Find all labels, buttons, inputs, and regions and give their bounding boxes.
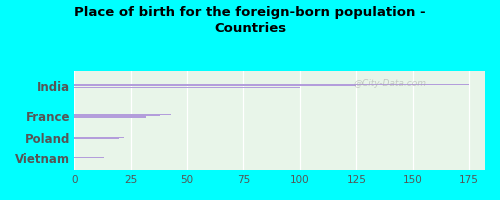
Bar [74, 84, 469, 85]
Bar [74, 137, 124, 138]
Bar [74, 114, 171, 115]
Bar [74, 85, 356, 86]
Bar [74, 116, 146, 118]
Bar [74, 87, 300, 88]
Text: @City-Data.com: @City-Data.com [354, 79, 426, 88]
Bar [74, 157, 104, 158]
Bar [74, 138, 120, 139]
Bar [74, 115, 160, 116]
Text: Place of birth for the foreign-born population -
Countries: Place of birth for the foreign-born popu… [74, 6, 426, 35]
